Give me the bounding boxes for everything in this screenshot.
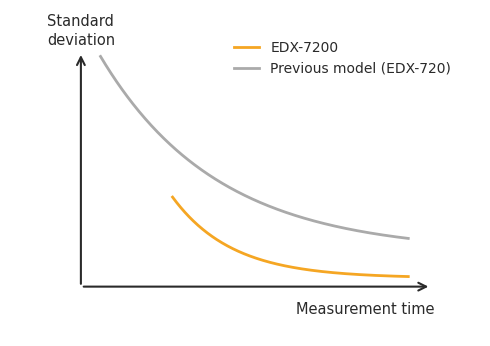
Text: Measurement time: Measurement time: [296, 302, 435, 317]
Legend: EDX-7200, Previous model (EDX-720): EDX-7200, Previous model (EDX-720): [229, 35, 457, 81]
Text: Standard
deviation: Standard deviation: [47, 14, 115, 48]
